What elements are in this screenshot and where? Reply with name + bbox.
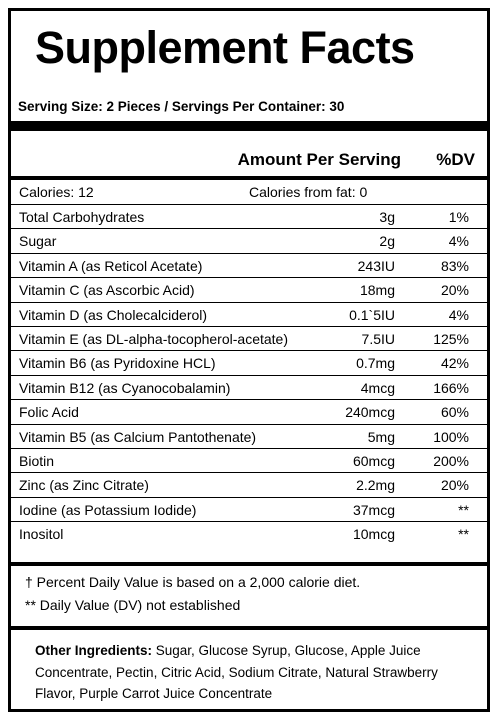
nutrient-dv: 83% bbox=[440, 257, 469, 274]
nutrient-dv: 20% bbox=[440, 477, 469, 494]
nutrient-dv: 1% bbox=[448, 209, 469, 225]
nutrient-row: Total Carbohydrates 3g 1% bbox=[11, 204, 487, 228]
amount-per-serving-header: Amount Per Serving bbox=[237, 150, 401, 169]
nutrient-name: Total Carbohydrates bbox=[19, 209, 145, 225]
nutrient-dv: ** bbox=[458, 501, 469, 518]
nutrient-name: Inositol bbox=[19, 526, 64, 543]
nutrient-name: Vitamin B12 (as Cyanocobalamin) bbox=[19, 379, 231, 396]
nutrient-name: Vitamin E (as DL-alpha-tocopherol-acetat… bbox=[19, 330, 288, 347]
nutrient-amount: 18mg bbox=[359, 282, 395, 299]
nutrient-dv: 100% bbox=[433, 428, 469, 445]
nutrient-amount: 4mcg bbox=[360, 379, 395, 396]
nutrient-row: Vitamin A (as Reticol Acetate) 243IU 83% bbox=[11, 252, 487, 277]
dv-footnote: † Percent Daily Value is based on a 2,00… bbox=[25, 574, 361, 590]
supplement-facts-panel: Supplement Facts Serving Size: 2 Pieces … bbox=[8, 8, 490, 712]
nutrient-row: Vitamin B12 (as Cyanocobalamin) 4mcg 166% bbox=[11, 374, 487, 399]
nutrient-amount: 7.5IU bbox=[361, 330, 395, 347]
nutrient-row: Vitamin B6 (as Pyridoxine HCL) 0.7mg 42% bbox=[11, 350, 487, 374]
nutrient-amount: 37mcg bbox=[352, 501, 395, 518]
nutrient-amount: 2g bbox=[379, 233, 395, 250]
nutrient-name: Vitamin B6 (as Pyridoxine HCL) bbox=[19, 355, 216, 372]
calories-from-fat: Calories from fat: 0 bbox=[249, 184, 368, 200]
nutrient-dv: 60% bbox=[440, 404, 469, 421]
nutrient-amount: 60mcg bbox=[352, 452, 395, 469]
nutrient-row: Vitamin E (as DL-alpha-tocopherol-acetat… bbox=[11, 325, 487, 350]
nutrient-amount: 0.1`5IU bbox=[349, 306, 395, 323]
nutrient-dv: 4% bbox=[448, 306, 469, 323]
nutrient-amount: 5mg bbox=[367, 428, 395, 445]
nutrient-name: Vitamin D (as Cholecalciderol) bbox=[19, 306, 208, 323]
nutrient-row: Vitamin D (as Cholecalciderol) 0.1`5IU 4% bbox=[11, 301, 487, 326]
nutrient-row: Inositol 10mcg ** bbox=[11, 521, 487, 545]
nutrient-name: Vitamin A (as Reticol Acetate) bbox=[19, 257, 203, 274]
nutrient-row: Folic Acid 240mcg 60% bbox=[11, 399, 487, 423]
other-ingredients: Other Ingredients: Sugar, Glucose Syrup,… bbox=[35, 640, 475, 705]
nutrient-row: Sugar 2g 4% bbox=[11, 228, 487, 252]
nutrient-amount: 2.2mg bbox=[356, 477, 395, 494]
nutrient-table: Total Carbohydrates 3g 1% Sugar 2g 4% Vitamin … bbox=[11, 204, 487, 545]
nutrient-name: Iodine (as Potassium Iodide) bbox=[19, 501, 197, 518]
nutrient-amount: 0.7mg bbox=[356, 355, 395, 372]
nutrient-dv: 20% bbox=[440, 282, 469, 299]
nutrient-name: Sugar bbox=[19, 233, 57, 250]
nutrient-row: Vitamin B5 (as Calcium Pantothenate) 5mg 1… bbox=[11, 423, 487, 448]
ingredients-text: Sugar, Glucose Syrup, Glucose, Apple Jui… bbox=[35, 643, 438, 701]
nutrient-amount: 3g bbox=[379, 209, 395, 225]
panel-title: Supplement Facts bbox=[35, 22, 415, 73]
nutrient-row: Vitamin C (as Ascorbic Acid) 18mg 20% bbox=[11, 277, 487, 301]
nutrient-dv: 200% bbox=[433, 452, 469, 469]
nutrient-dv: ** bbox=[458, 526, 469, 543]
nutrient-row: Biotin 60mcg 200% bbox=[11, 447, 487, 472]
calories-row: Calories: 12 Calories from fat: 0 bbox=[11, 180, 487, 204]
thick-divider bbox=[11, 121, 487, 131]
nutrient-row: Iodine (as Potassium Iodide) 37mcg ** bbox=[11, 496, 487, 521]
nutrient-name: Folic Acid bbox=[19, 404, 79, 421]
serving-info: Serving Size: 2 Pieces / Servings Per Co… bbox=[18, 99, 345, 114]
calories-value: Calories: 12 bbox=[19, 184, 94, 200]
nutrient-name: Biotin bbox=[19, 452, 55, 469]
nutrient-dv: 166% bbox=[433, 379, 469, 396]
ingredients-label: Other Ingredients: bbox=[35, 643, 153, 658]
nutrient-dv: 42% bbox=[440, 355, 469, 372]
nutrient-name: Vitamin B5 (as Calcium Pantothenate) bbox=[19, 428, 257, 445]
footnote-divider bbox=[11, 626, 487, 630]
nutrient-name: Vitamin C (as Ascorbic Acid) bbox=[19, 282, 195, 299]
nutrient-row: Zinc (as Zinc Citrate) 2.2mg 20% bbox=[11, 472, 487, 496]
nutrient-amount: 243IU bbox=[357, 257, 395, 274]
nutrient-dv: 4% bbox=[448, 233, 469, 250]
table-end-divider bbox=[11, 562, 487, 566]
nutrient-dv: 125% bbox=[433, 330, 469, 347]
nutrient-amount: 240mcg bbox=[345, 404, 395, 421]
dv-not-established-footnote: ** Daily Value (DV) not established bbox=[25, 597, 241, 613]
dv-header: %DV bbox=[436, 150, 475, 169]
header-divider bbox=[11, 176, 487, 180]
nutrient-amount: 10mcg bbox=[352, 526, 395, 543]
nutrient-name: Zinc (as Zinc Citrate) bbox=[19, 477, 149, 494]
